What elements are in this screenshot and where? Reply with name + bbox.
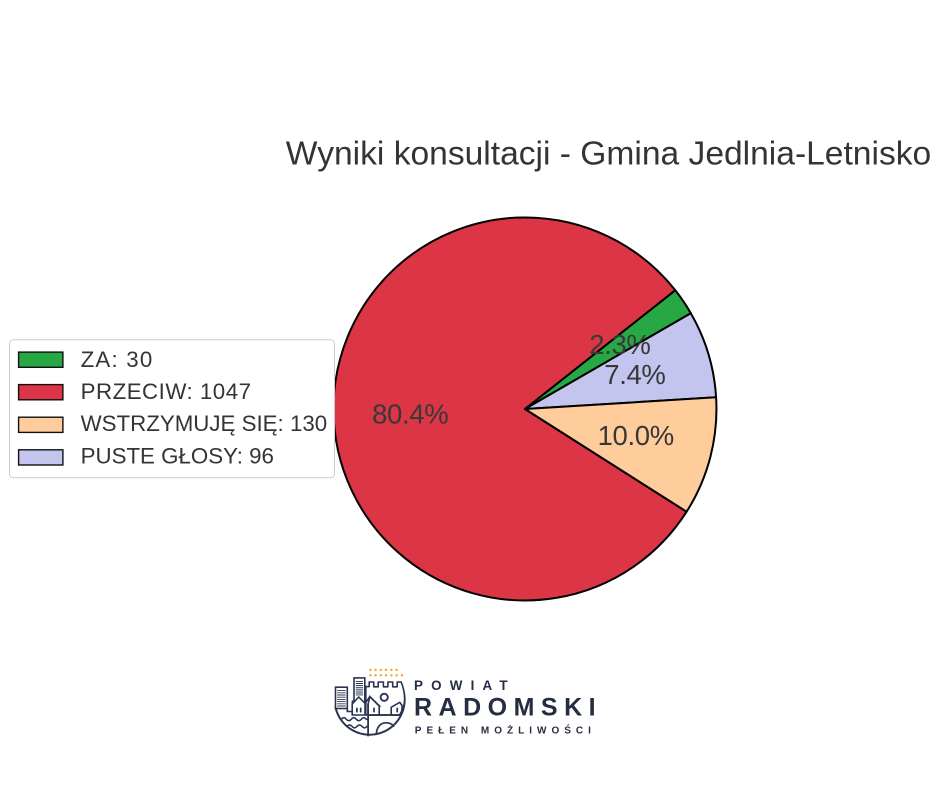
svg-text:Wyniki konsultacji - Gmina Jed: Wyniki konsultacji - Gmina Jedlnia-Letni… [286,135,931,172]
svg-text:PEŁEN MOŻLIWOŚCI: PEŁEN MOŻLIWOŚCI [415,724,596,737]
svg-text:WSTRZYMUJĘ SIĘ: 130: WSTRZYMUJĘ SIĘ: 130 [81,411,328,436]
svg-text:POWIAT: POWIAT [414,678,516,693]
svg-text:ZA: 30: ZA: 30 [81,347,154,372]
svg-text:7.4%: 7.4% [604,359,665,390]
svg-text:RADOMSKI: RADOMSKI [414,693,602,721]
svg-text:PRZECIW: 1047: PRZECIW: 1047 [81,379,252,404]
svg-text:PUSTE GŁOSY: 96: PUSTE GŁOSY: 96 [81,443,274,468]
svg-text:10.0%: 10.0% [598,420,674,451]
svg-text:80.4%: 80.4% [372,398,448,429]
svg-text:2.3%: 2.3% [589,329,650,360]
